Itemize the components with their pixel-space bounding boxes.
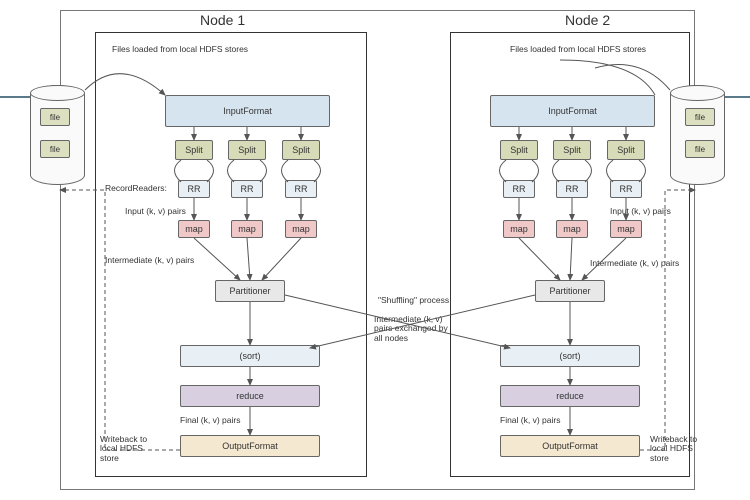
hdfs-cylinder-left [30,85,85,185]
n2-intermediate: Intermediate (k, v) pairs [590,258,679,268]
n1-rr-1: RR [178,180,210,198]
node2-title: Node 2 [565,12,610,28]
n1-split-2: Split [228,140,266,160]
n1-map-2: map [231,220,263,238]
n1-split-3: Split [282,140,320,160]
hdfs-label-1: Files loaded from local HDFS stores [112,44,248,54]
n2-rr-1: RR [503,180,535,198]
n2-split-2: Split [553,140,591,160]
n2-map-3: map [610,220,642,238]
file-box-r2: file [685,140,715,158]
n2-output: OutputFormat [500,435,640,457]
n1-recordreaders: RecordReaders: [105,183,167,193]
n2-map-1: map [503,220,535,238]
writeback-right: Writeback to local HDFS store [650,435,705,463]
n2-sort: (sort) [500,345,640,367]
n1-rr-2: RR [231,180,263,198]
n1-map-1: map [178,220,210,238]
n2-rr-2: RR [556,180,588,198]
n1-intermediate: Intermediate (k, v) pairs [105,255,194,265]
writeback-left: Writeback to local HDFS store [100,435,160,463]
n1-split-1: Split [175,140,213,160]
n2-rr-3: RR [610,180,642,198]
file-box-l1: file [40,108,70,126]
n2-reduce: reduce [500,385,640,407]
hdfs-label-2: Files loaded from local HDFS stores [510,44,646,54]
n1-output: OutputFormat [180,435,320,457]
n2-map-2: map [556,220,588,238]
n2-finalpairs: Final (k, v) pairs [500,415,560,425]
n1-inputformat: InputFormat [165,95,330,127]
shuffling-label: "Shuffling" process [378,295,449,305]
n1-rr-3: RR [285,180,317,198]
n1-finalpairs: Final (k, v) pairs [180,415,240,425]
n1-map-3: map [285,220,317,238]
n2-inputformat: InputFormat [490,95,655,127]
n1-partitioner: Partitioner [215,280,285,302]
n2-split-1: Split [500,140,538,160]
n1-sort: (sort) [180,345,320,367]
n2-split-3: Split [607,140,645,160]
n1-reduce: reduce [180,385,320,407]
hdfs-cylinder-right [670,85,725,185]
file-box-l2: file [40,140,70,158]
n1-inputpairs: Input (k, v) pairs [125,206,186,216]
node1-title: Node 1 [200,12,245,28]
n2-inputpairs: Input (k, v) pairs [610,206,671,216]
file-box-r1: file [685,108,715,126]
n2-partitioner: Partitioner [535,280,605,302]
exchanged-label: Intermediate (k, v) pairs exchanged by a… [374,315,449,343]
